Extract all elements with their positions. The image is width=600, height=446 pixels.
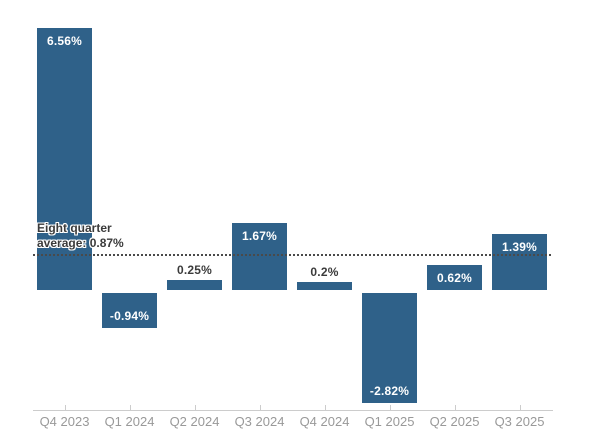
bar-q4-2024 [297, 282, 352, 290]
value-label-q4-2024: 0.2% [310, 265, 339, 279]
bar-q2-2025 [427, 265, 482, 290]
bar-q3-2025 [492, 234, 547, 290]
bar-q3-2024 [232, 223, 287, 290]
x-axis-tick-q1-2025 [389, 405, 391, 410]
bar-q1-2024 [102, 293, 157, 328]
x-axis-tick-q4-2024 [324, 405, 326, 410]
average-label-line1: Eight quarter [37, 221, 112, 235]
x-axis-label-q2-2025: Q2 2025 [429, 414, 480, 429]
average-label-line2: average: 0.87% [37, 236, 124, 250]
value-label-q2-2025: 0.62% [436, 271, 473, 286]
x-axis-label-q4-2023: Q4 2023 [39, 414, 90, 429]
x-axis-tick-q4-2023 [64, 405, 66, 410]
x-axis-tick-q3-2024 [259, 405, 261, 410]
x-axis-label-q4-2024: Q4 2024 [299, 414, 350, 429]
x-axis-tick-q2-2025 [454, 405, 456, 410]
x-axis-tick-q2-2024 [194, 405, 196, 410]
x-axis-label-q1-2024: Q1 2024 [104, 414, 155, 429]
x-axis-label-q3-2024: Q3 2024 [234, 414, 285, 429]
x-axis-label-q1-2025: Q1 2025 [364, 414, 415, 429]
x-axis-line [33, 410, 553, 411]
bar-q2-2024 [167, 280, 222, 290]
value-label-q1-2024: -0.94% [109, 308, 150, 323]
average-line [33, 254, 552, 256]
value-label-q3-2025: 1.39% [501, 240, 538, 255]
bar-q4-2023 [37, 27, 92, 290]
bar-q1-2025 [362, 293, 417, 403]
value-label-q2-2024: 0.25% [176, 263, 213, 277]
x-axis-label-q2-2024: Q2 2024 [169, 414, 220, 429]
value-label-q4-2023: 6.56% [46, 33, 83, 48]
value-label-q3-2024: 1.67% [241, 229, 278, 244]
x-axis-tick-q3-2025 [519, 405, 521, 410]
value-label-q1-2025: -2.82% [369, 383, 410, 398]
x-axis-tick-q1-2024 [129, 405, 131, 410]
average-label: Eight quarter average: 0.87% [37, 221, 124, 251]
x-axis-label-q3-2025: Q3 2025 [494, 414, 545, 429]
